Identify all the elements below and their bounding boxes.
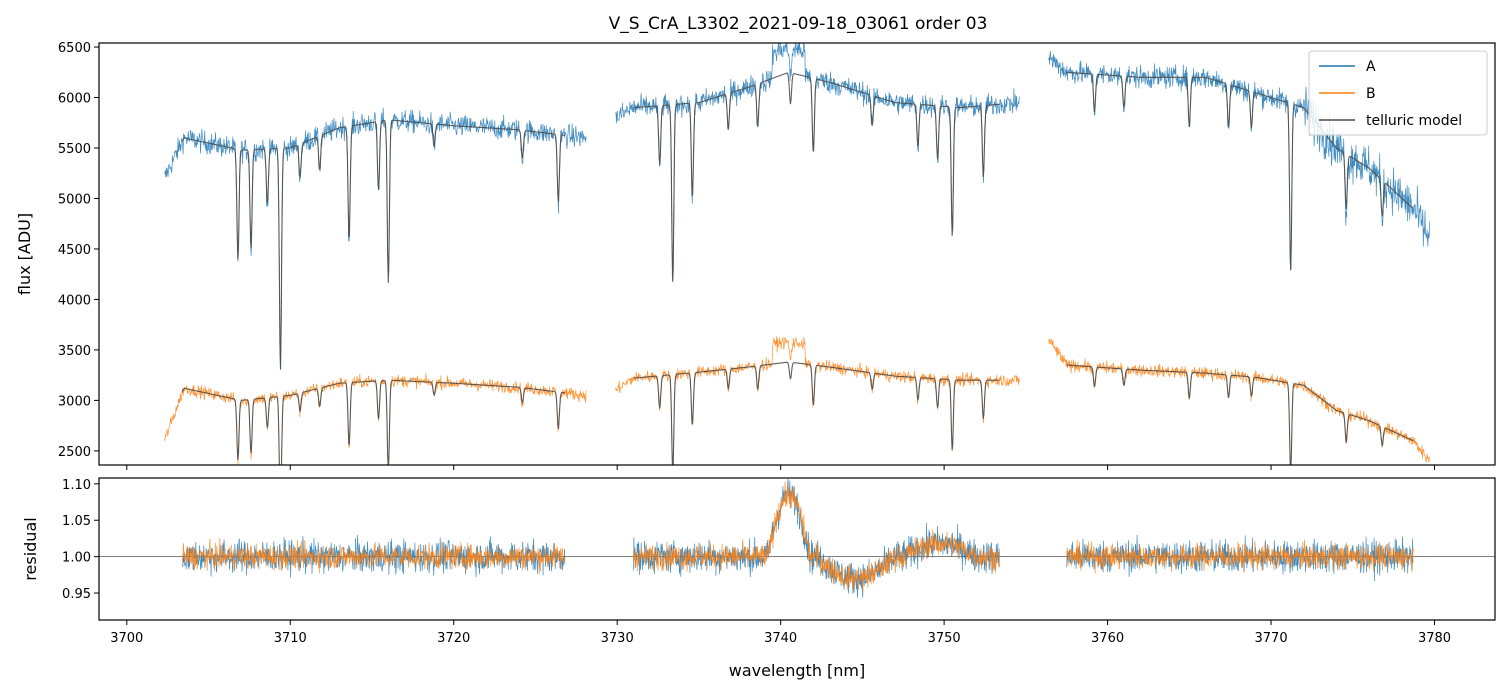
x-axis-label: wavelength [nm]	[729, 661, 866, 680]
flux-y-tick-label: 6500	[58, 41, 91, 56]
flux-axes-frame	[98, 42, 1496, 466]
x-tick-label: 3750	[928, 631, 961, 646]
residual-b-segment-2	[633, 481, 1001, 591]
flux-panel: 2500 3000 3500 4000 4500 5000 5500 6000 6500 flu…	[15, 41, 1496, 470]
x-tick-label: 3700	[110, 631, 143, 646]
telluric-model-a-segment-3	[1066, 71, 1414, 270]
residual-axes-frame	[98, 477, 1496, 621]
residual-plot-area	[99, 478, 1495, 598]
residual-b-segment-1	[182, 537, 566, 574]
x-tick-label: 3780	[1418, 631, 1451, 646]
x-tick-label: 3730	[601, 631, 634, 646]
flux-y-tick-label: 4000	[58, 293, 91, 308]
x-tick-label: 3710	[274, 631, 307, 646]
chart-title: V_S_CrA_L3302_2021-09-18_03061 order 03	[609, 14, 988, 34]
telluric-model-b-segment-2	[633, 361, 1000, 465]
legend-box	[1308, 50, 1488, 136]
flux-y-tick-label: 2500	[58, 445, 91, 460]
residual-b-segment-3	[1066, 539, 1414, 574]
telluric-model-b-segment-3	[1066, 364, 1414, 465]
legend-label-b: B	[1366, 86, 1376, 102]
telluric-model-b-segment-1	[181, 379, 565, 465]
flux-y-tick-label: 5000	[58, 192, 91, 207]
x-tick-label: 3760	[1091, 631, 1124, 646]
legend: A B telluric model	[1308, 50, 1488, 136]
residual-y-tick-label: 1.00	[62, 551, 91, 566]
flux-plot-area	[164, 43, 1430, 465]
x-tick-label: 3740	[764, 631, 797, 646]
x-tick-label: 3770	[1255, 631, 1288, 646]
telluric-model-a-segment-2	[633, 72, 1000, 282]
flux-y-label: flux [ADU]	[15, 213, 34, 295]
flux-y-tick-label: 5500	[58, 142, 91, 157]
flux-y-tick-label: 6000	[58, 92, 91, 107]
residual-y-ticks: 0.95 1.00 1.05 1.10	[62, 478, 99, 602]
residual-a-segment-3	[1066, 534, 1414, 582]
spectrum-a-segment-3	[1048, 51, 1430, 271]
residual-x-ticks: 3700 3710 3720 3730 3740 3750 3760 3770 3780	[110, 620, 1451, 646]
flux-x-ticks	[126, 465, 1436, 470]
residual-y-label: residual	[21, 517, 40, 580]
spectrum-a-segment-1	[164, 107, 587, 370]
telluric-model-a-segment-1	[181, 119, 565, 370]
x-tick-label: 3720	[437, 631, 470, 646]
legend-label-telluric: telluric model	[1366, 113, 1462, 129]
legend-label-a: A	[1366, 59, 1376, 75]
residual-y-tick-label: 1.05	[62, 514, 91, 529]
residual-y-tick-label: 1.10	[62, 478, 91, 493]
flux-y-tick-label: 3500	[58, 344, 91, 359]
flux-y-tick-label: 3000	[58, 394, 91, 409]
residual-y-tick-label: 0.95	[62, 587, 91, 602]
flux-y-tick-label: 4500	[58, 243, 91, 258]
flux-y-ticks: 2500 3000 3500 4000 4500 5000 5500 6000 6500	[58, 41, 99, 460]
residual-panel: 0.95 1.00 1.05 1.10 3700 3710 3720 3730 3740 375…	[21, 477, 1496, 680]
